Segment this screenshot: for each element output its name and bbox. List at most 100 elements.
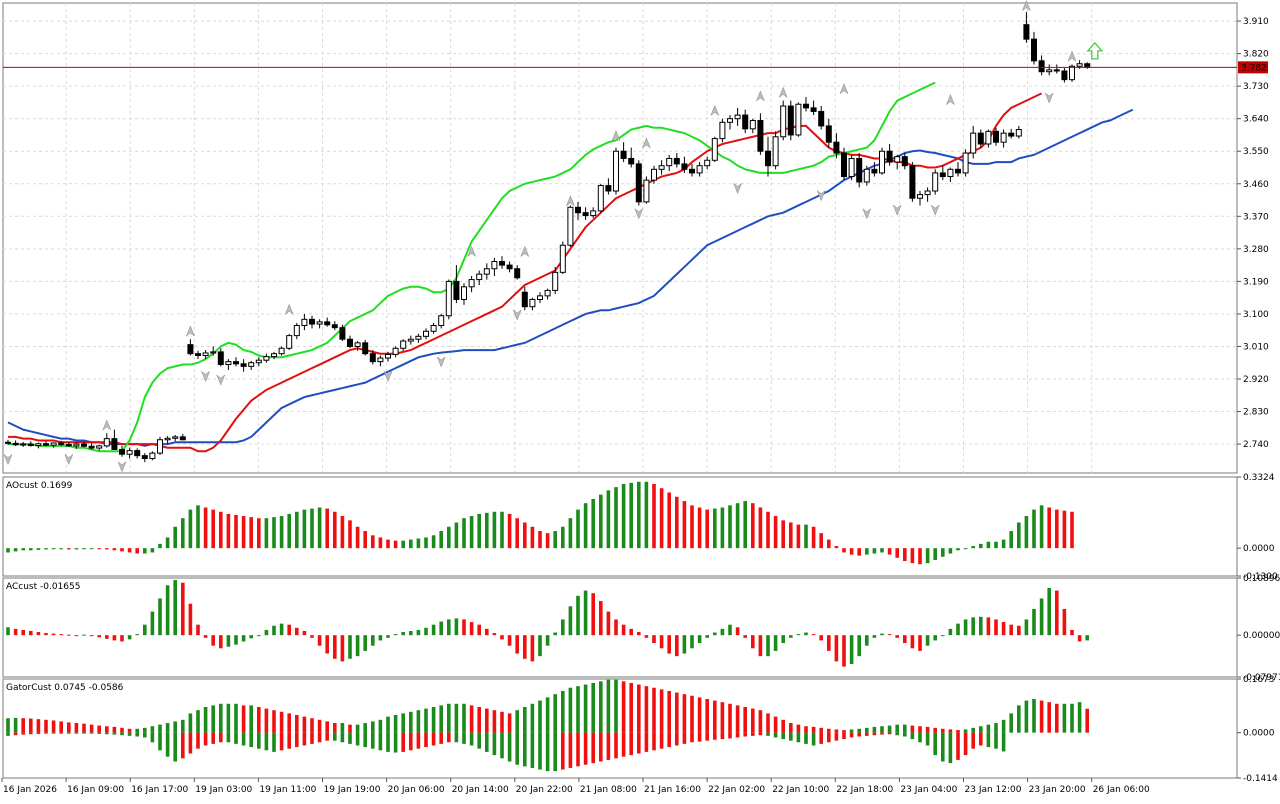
candle-body — [970, 132, 977, 154]
ac-bar — [515, 635, 519, 654]
gator-lower-bar — [652, 732, 656, 751]
ao-bar — [1024, 516, 1029, 549]
ac-bar — [143, 624, 147, 636]
ac-bar — [561, 619, 565, 636]
candle — [438, 313, 445, 329]
gator-upper-bar — [447, 703, 451, 733]
candle — [749, 118, 756, 134]
gator-upper-bar — [591, 682, 595, 733]
candle-body — [407, 338, 414, 342]
gator-lower-bar — [576, 732, 580, 767]
candle — [765, 136, 771, 177]
gator-upper-bar — [431, 706, 436, 733]
ac-bar — [667, 635, 671, 654]
candle — [202, 350, 209, 360]
gator-upper-bar — [181, 719, 185, 733]
ac-bar — [887, 634, 892, 636]
ao-bar — [363, 531, 367, 549]
candle-body — [430, 324, 437, 332]
candle — [476, 270, 483, 285]
candle — [643, 176, 650, 204]
gator-upper-bar — [51, 720, 56, 733]
ao-bar — [181, 518, 185, 549]
ao-bar — [135, 548, 139, 554]
ac-bar — [287, 624, 291, 636]
ao-bar — [933, 548, 937, 560]
ac-bar — [469, 622, 474, 636]
ac-bar — [553, 632, 557, 636]
gator-upper-bar — [401, 713, 405, 733]
candle-body — [924, 190, 931, 196]
x-tick-label: 23 Jan 20:00 — [1029, 785, 1086, 795]
gator-upper-bar — [249, 705, 253, 733]
candle — [157, 436, 163, 455]
candle-body — [605, 185, 612, 192]
candle-body — [628, 157, 635, 165]
candle-body — [879, 150, 885, 174]
ac-bar — [363, 635, 367, 651]
gator-upper-bar — [105, 726, 109, 733]
gator-lower-bar — [735, 732, 740, 738]
gator-upper-bar — [1055, 703, 1059, 733]
candle-body — [248, 362, 255, 367]
gator-upper-bar — [614, 679, 618, 733]
gator-upper-bar — [621, 681, 626, 733]
ac-bar — [279, 623, 284, 636]
candle-body — [711, 138, 718, 161]
ao-bar — [1009, 531, 1013, 549]
y-tick-label: 3.370 — [1243, 212, 1269, 222]
ao-bar — [865, 548, 869, 555]
gator-upper-bar — [150, 726, 155, 733]
gator-lower-bar — [903, 732, 907, 737]
candle — [347, 335, 353, 349]
gator-upper-bar — [675, 692, 679, 733]
gator-upper-bar — [272, 710, 276, 733]
ac-bar — [682, 635, 687, 654]
fractal-down-marker — [3, 453, 13, 466]
candle — [567, 205, 574, 248]
fractal-down-marker — [930, 204, 940, 216]
x-tick-label: 26 Jan 06:00 — [1093, 785, 1150, 795]
gator-lower-bar — [781, 732, 785, 740]
candle-body — [12, 442, 19, 446]
candle-body — [20, 443, 27, 446]
gator-upper-bar — [910, 725, 915, 733]
gator-lower-bar — [865, 732, 869, 736]
ao-bar — [910, 548, 915, 564]
ac-bar — [1017, 625, 1021, 636]
y-tick-label: 3.280 — [1243, 245, 1269, 255]
gator-lower-bar — [226, 732, 231, 743]
gator-lower-bar — [925, 732, 930, 746]
candle-body — [597, 185, 604, 212]
ao-bar — [485, 512, 489, 549]
ac-bar — [675, 635, 679, 657]
ao-bar — [105, 548, 109, 550]
ao-bar — [971, 546, 975, 549]
gator-upper-bar — [979, 726, 983, 733]
ao-bar — [834, 546, 839, 549]
candle — [658, 160, 665, 175]
candle-body — [88, 445, 95, 449]
candle-body — [233, 361, 239, 365]
candle — [962, 149, 969, 177]
gator-upper-bar — [553, 694, 557, 733]
gator-upper-bar — [203, 706, 208, 733]
ac-bar — [720, 628, 725, 636]
gator-upper-bar — [492, 710, 497, 733]
ao-bar — [279, 516, 284, 549]
candle — [20, 441, 27, 447]
gator-lower-bar — [583, 732, 588, 765]
gator-upper-bar — [751, 708, 755, 733]
ac-bar — [21, 629, 25, 636]
candle — [947, 167, 954, 182]
ao-bar — [538, 531, 542, 549]
candle-body — [217, 351, 224, 366]
gator-upper-bar — [485, 708, 489, 733]
candle-body — [126, 450, 133, 455]
gator-upper-bar — [956, 730, 960, 733]
ao-bar — [333, 511, 337, 549]
y-tick-label: 2.920 — [1243, 375, 1269, 385]
candle-body — [734, 114, 741, 120]
